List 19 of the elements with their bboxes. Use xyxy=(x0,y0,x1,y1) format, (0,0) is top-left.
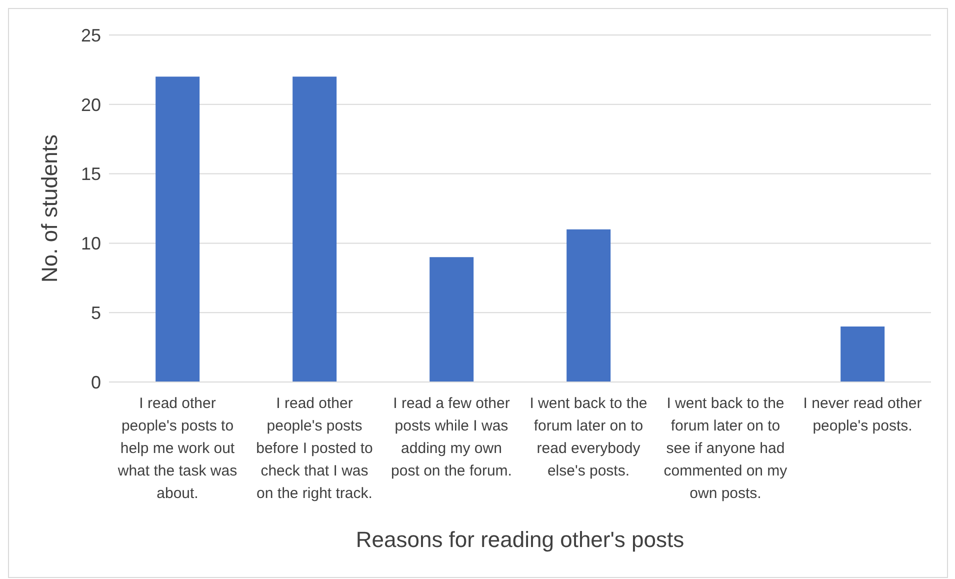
y-tick-label: 15 xyxy=(80,164,101,184)
y-tick-label: 20 xyxy=(80,94,101,115)
x-axis-title: Reasons for reading other's posts xyxy=(356,527,684,552)
bar xyxy=(430,257,474,382)
bar xyxy=(566,229,611,382)
x-tick-label: I went back to the forum later on to read everybody else's posts. xyxy=(530,395,648,480)
x-tick-label: I read a few other posts while I was adding my own post on the forum. xyxy=(391,395,512,480)
x-tick-label: I read other people's posts to help me work out what the task was about. xyxy=(116,395,238,502)
y-tick-label: 5 xyxy=(90,302,101,323)
bar xyxy=(840,326,885,382)
y-tick-label: 0 xyxy=(90,372,101,392)
y-tick-label: 25 xyxy=(80,25,101,46)
y-axis-title: No. of students xyxy=(36,134,62,282)
bar xyxy=(156,76,200,382)
y-tick-label: 10 xyxy=(80,234,101,254)
bar xyxy=(292,76,337,382)
x-tick-label: I went back to the forum later on to see if anyone had commented on my own posts. xyxy=(664,395,788,502)
x-tick-label: I never read other people's posts. xyxy=(803,395,922,434)
x-tick-label: I read other people's posts before I posted to check that I was on the right track. xyxy=(256,395,373,502)
